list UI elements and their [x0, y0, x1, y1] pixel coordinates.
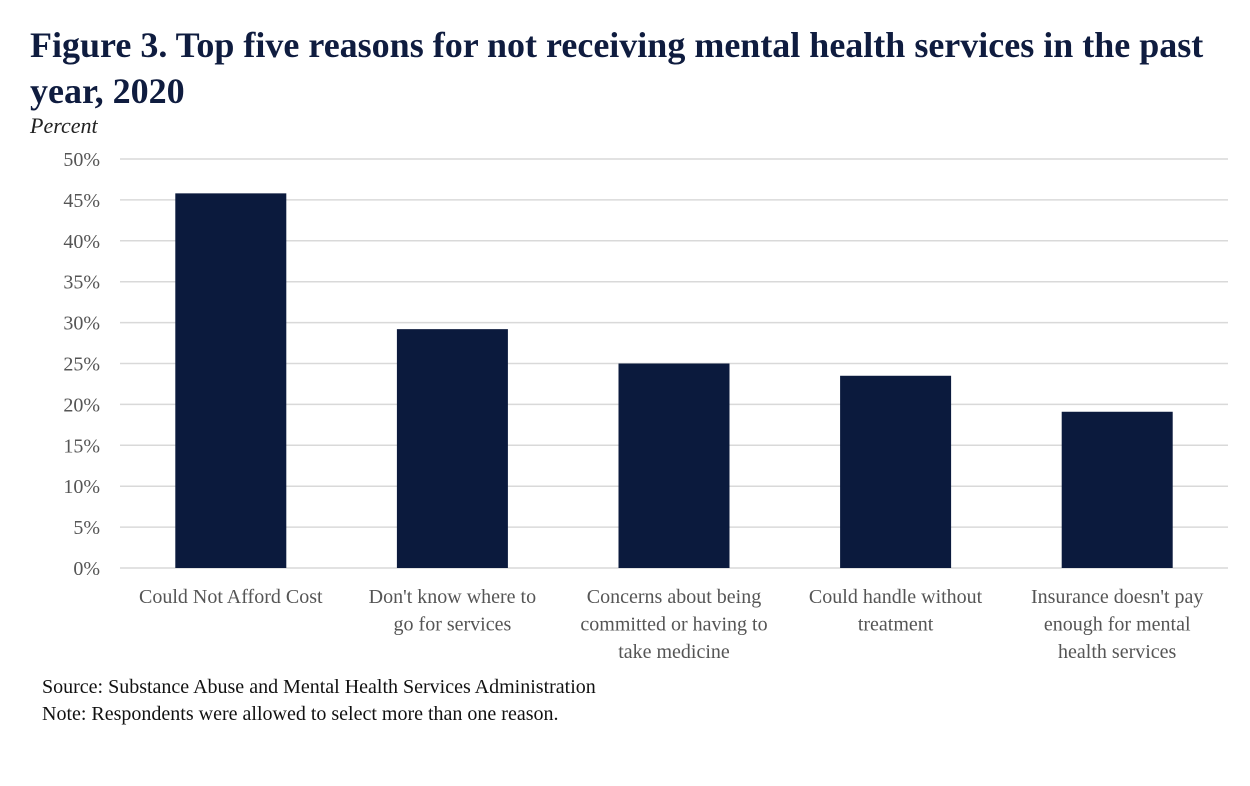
bar: [396, 329, 508, 568]
bar: [175, 193, 287, 568]
y-tick-label: 0%: [73, 558, 100, 580]
x-tick-label: Could Not Afford Cost: [139, 586, 323, 608]
source-note: Source: Substance Abuse and Mental Healt…: [42, 676, 596, 698]
y-tick-label: 40%: [63, 231, 100, 253]
bar: [618, 363, 730, 568]
y-tick-label: 10%: [63, 476, 100, 498]
x-tick-label: Concerns about being committed or having …: [580, 586, 767, 663]
y-tick-label: 5%: [73, 517, 100, 539]
x-tick-label: Don't know where to go for services: [369, 586, 536, 636]
x-tick-label: Insurance doesn't pay enough for mental he…: [1031, 586, 1203, 663]
y-tick-label: 45%: [63, 190, 100, 212]
y-tick-label: 35%: [63, 272, 100, 294]
bar: [1061, 411, 1173, 568]
y-axis-ticks: 0% 5% 10% 15% 20% 25% 30% 35% 40% 45% 50%: [63, 149, 100, 580]
y-tick-label: 50%: [63, 149, 100, 171]
chart-title: Figure 3. Top five reasons for not recei…: [30, 25, 1204, 111]
chart-footer: Source: Substance Abuse and Mental Healt…: [42, 674, 596, 728]
respondents-note: Note: Respondents were allowed to select…: [42, 703, 559, 725]
y-axis-label: Percent: [30, 113, 98, 138]
y-tick-label: 25%: [63, 354, 100, 376]
x-tick-label: Could handle without treatment: [809, 586, 983, 636]
y-tick-label: 20%: [63, 394, 100, 416]
x-axis-labels: Could Not Afford Cost Don't know where to…: [139, 586, 1203, 663]
bar: [840, 375, 952, 568]
bars: [175, 193, 1173, 568]
y-tick-label: 15%: [63, 435, 100, 457]
y-tick-label: 30%: [63, 313, 100, 335]
